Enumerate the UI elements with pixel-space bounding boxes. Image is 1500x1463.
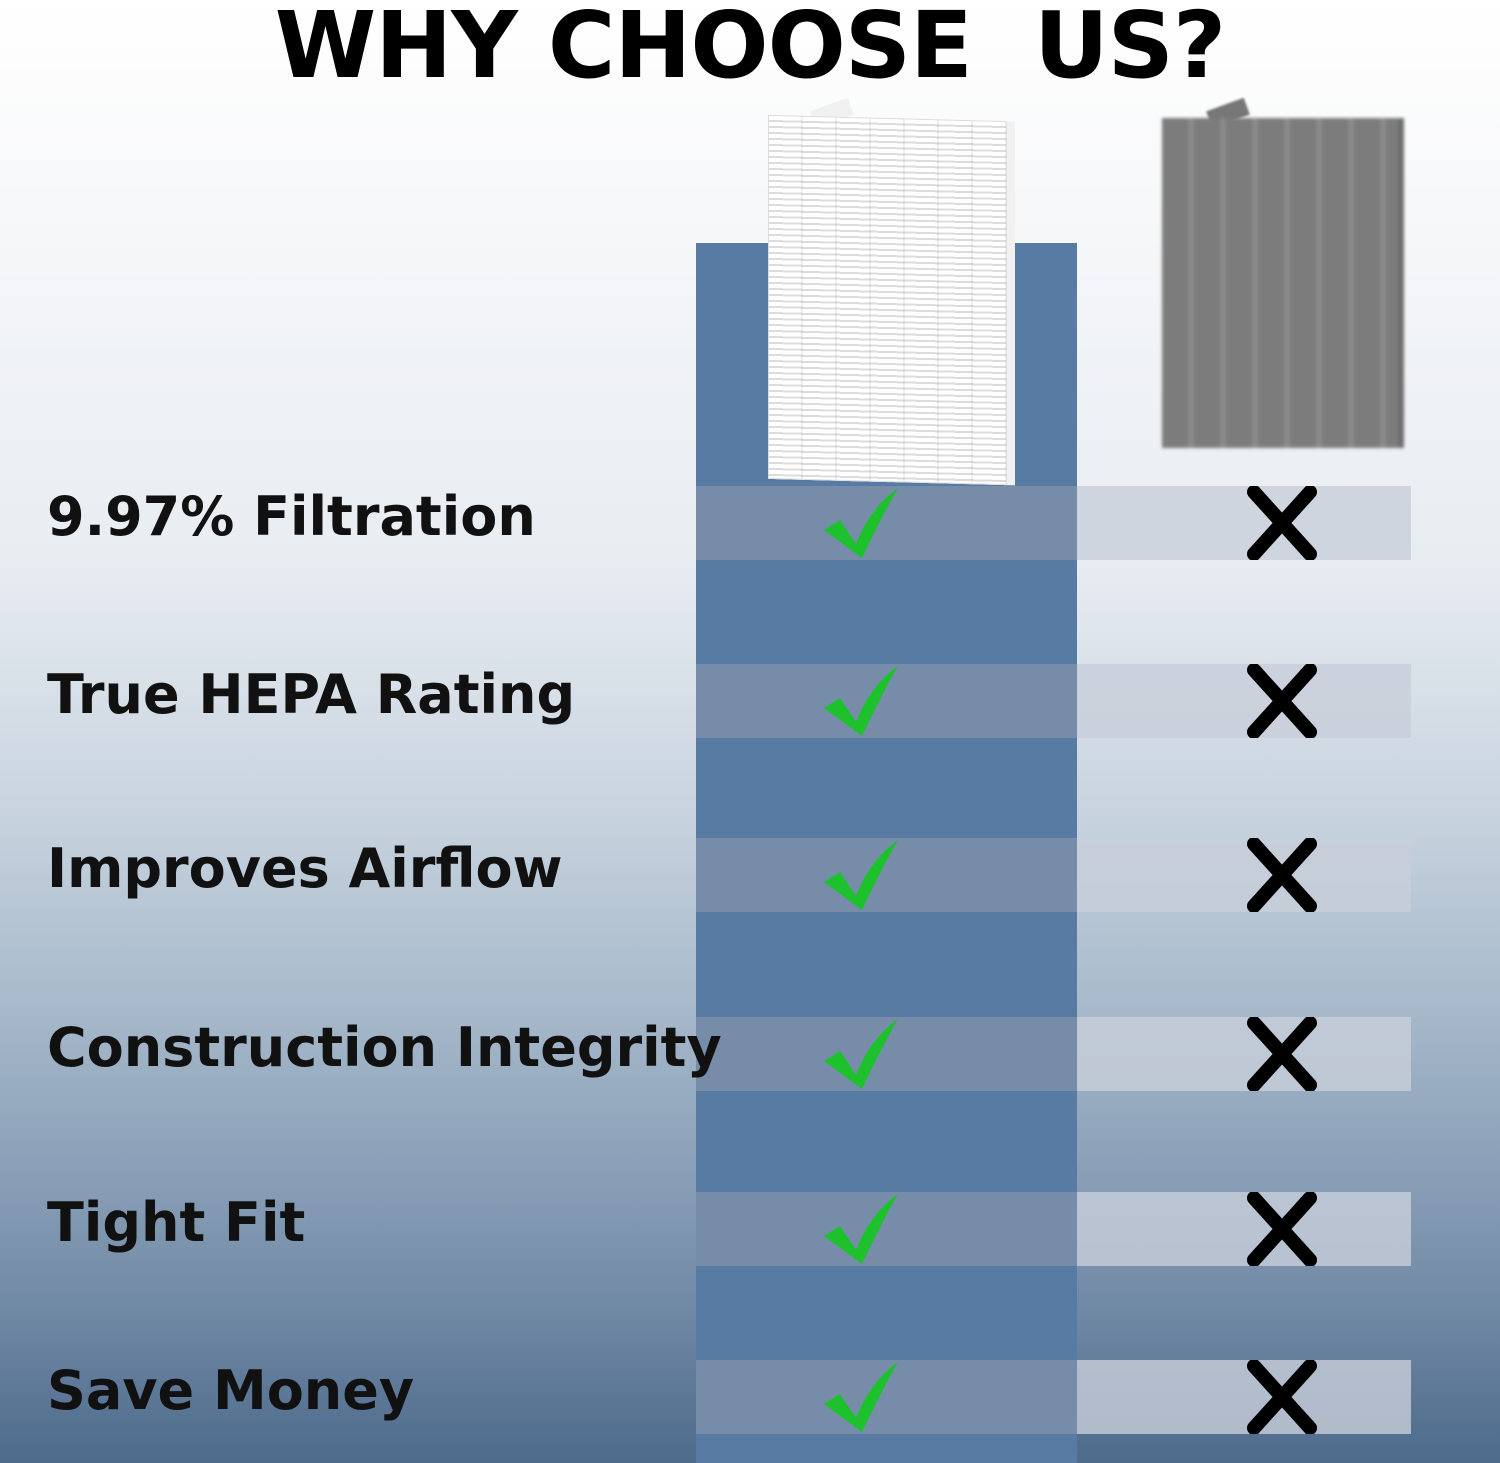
check-icon xyxy=(822,1017,902,1091)
cross-icon xyxy=(1244,1191,1320,1267)
row-band-theirs xyxy=(1077,1192,1411,1266)
check-icon xyxy=(822,664,902,738)
page-title: WHY CHOOSE US? xyxy=(274,0,1227,99)
feature-label: True HEPA Rating xyxy=(47,663,576,726)
row-band-theirs xyxy=(1077,1360,1411,1434)
check-icon xyxy=(822,838,902,912)
check-icon xyxy=(822,1360,902,1434)
cross-icon xyxy=(1244,663,1320,739)
feature-label: Improves Airflow xyxy=(47,837,563,900)
grey-generic-filter-image xyxy=(1162,118,1398,448)
row-band-theirs xyxy=(1077,1017,1411,1091)
feature-label: Construction Integrity xyxy=(47,1016,722,1079)
check-icon xyxy=(822,1192,902,1266)
feature-label: Save Money xyxy=(47,1359,415,1422)
row-band-theirs xyxy=(1077,838,1411,912)
white-hepa-filter-image xyxy=(768,114,1007,486)
cross-icon xyxy=(1244,837,1320,913)
row-band-theirs xyxy=(1077,664,1411,738)
row-band-theirs xyxy=(1077,486,1411,560)
check-icon xyxy=(822,486,902,560)
cross-icon xyxy=(1244,1359,1320,1435)
cross-icon xyxy=(1244,1016,1320,1092)
cross-icon xyxy=(1244,485,1320,561)
feature-label: 9.97% Filtration xyxy=(47,485,536,548)
feature-label: Tight Fit xyxy=(47,1191,306,1254)
